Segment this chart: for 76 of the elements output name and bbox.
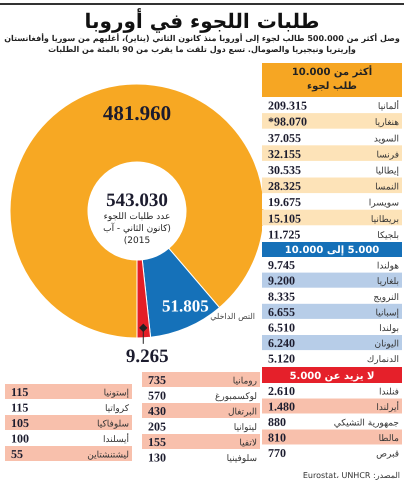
text: 735 (148, 373, 166, 387)
category-label: ليتوانيا (234, 423, 257, 433)
text: 205 (148, 420, 166, 434)
text: 11.725 (268, 227, 300, 242)
text: 6.655 (268, 304, 295, 319)
category-label: أيرلندا (376, 401, 399, 413)
text: 209.315 (268, 98, 307, 113)
text: 19.675 (268, 195, 301, 210)
category-label: سلوفاكيا (97, 420, 129, 430)
category-label: لاتفيا (239, 438, 257, 448)
text: 810 (268, 430, 286, 444)
chart-subtitle: وصل أكثر من 500.000 طالب لجوء إلى أوروبا منذ كانون الثاني (يناير)، أغلبهم من سوريا وأفغانستان وإريتريا ونيجيريا والصومال. تسع دول تلقت ما يقرب من 90 بالمئة من الطلبات (3, 33, 401, 55)
text: 30.535 (268, 163, 301, 177)
category-label: اليونان (374, 340, 399, 350)
category-label: البرتغال (228, 408, 257, 418)
text: 130 (148, 450, 166, 464)
text: المصدر: Eurostat، UNHCR (302, 471, 400, 480)
text: 2.610 (268, 384, 295, 398)
category-label: بريطانيا (370, 214, 399, 225)
text: 430 (148, 404, 166, 418)
text: 1.480 (268, 400, 295, 414)
chart-title: طلبات اللجوء في أوروبا (84, 8, 320, 33)
category-label: النرويج (373, 292, 399, 303)
text: 6.240 (268, 336, 295, 350)
text: 880 (268, 415, 286, 429)
text: 5.120 (268, 352, 295, 366)
category-label: بلغاريا (376, 277, 399, 288)
text: 770 (268, 446, 286, 460)
category-label: الدنمارك (366, 355, 399, 366)
category-label: بلجيكا (377, 230, 399, 241)
category-label: مالطا (378, 434, 400, 444)
category-label: سويسرا (368, 198, 399, 209)
category-label: إيطاليا (376, 166, 399, 176)
text: 105 (11, 416, 29, 430)
text: 8.335 (268, 289, 295, 304)
category-label: بولندا (379, 324, 399, 334)
text: التص الداخلي (210, 312, 255, 321)
text: 543.030 (106, 190, 168, 211)
data-label: 481.960 (102, 101, 172, 125)
category-label: جمهورية التشيكي (334, 418, 399, 428)
text: 55 (11, 447, 23, 461)
text: 9.200 (268, 274, 295, 288)
category-label: لوكسمبورغ (215, 392, 257, 402)
category-label: هولندا (376, 262, 400, 272)
text: 6.510 (268, 320, 295, 334)
text: لا يزيد عن 5.000 (290, 371, 374, 382)
category-label: السويد (374, 134, 399, 144)
category-label: هنغاريا (374, 118, 400, 128)
text: 28.325 (268, 179, 301, 194)
category-label: إسبانيا (376, 308, 399, 318)
category-label: إستونيا (104, 388, 129, 398)
category-label: ألمانيا (378, 100, 399, 112)
category-label: النمسا (375, 182, 399, 193)
category-label: ليشتنشتاين (87, 450, 129, 460)
text: 155 (148, 435, 166, 449)
category-label: رومانيا (232, 376, 257, 386)
text: أكثر من 10.000 طلب لجوء (290, 64, 374, 94)
text: *98.070 (268, 114, 307, 129)
data-label: 9.265 (126, 346, 169, 367)
category-label: قبرص (376, 450, 399, 460)
category-label: فنلندا (379, 388, 399, 398)
text: 5.000 إلى 10.000 (284, 245, 380, 256)
text: 32.155 (268, 146, 301, 161)
data-label: 51.805 (162, 296, 209, 316)
text: 9.745 (268, 258, 295, 272)
text: عدد طلبات اللجوء (كانون الثاني - آب 2015) (102, 211, 172, 247)
text: 115 (11, 400, 28, 414)
text: 115 (11, 385, 28, 399)
category-label: كرواتيا (104, 404, 130, 414)
category-label: أيسلندا (103, 433, 129, 445)
category-label: سلوفينيا (226, 454, 257, 464)
text: 37.055 (268, 130, 301, 145)
text: 570 (148, 388, 166, 402)
text: 100 (11, 432, 29, 446)
text: 15.105 (268, 211, 301, 226)
category-label: فرنسا (376, 150, 399, 160)
